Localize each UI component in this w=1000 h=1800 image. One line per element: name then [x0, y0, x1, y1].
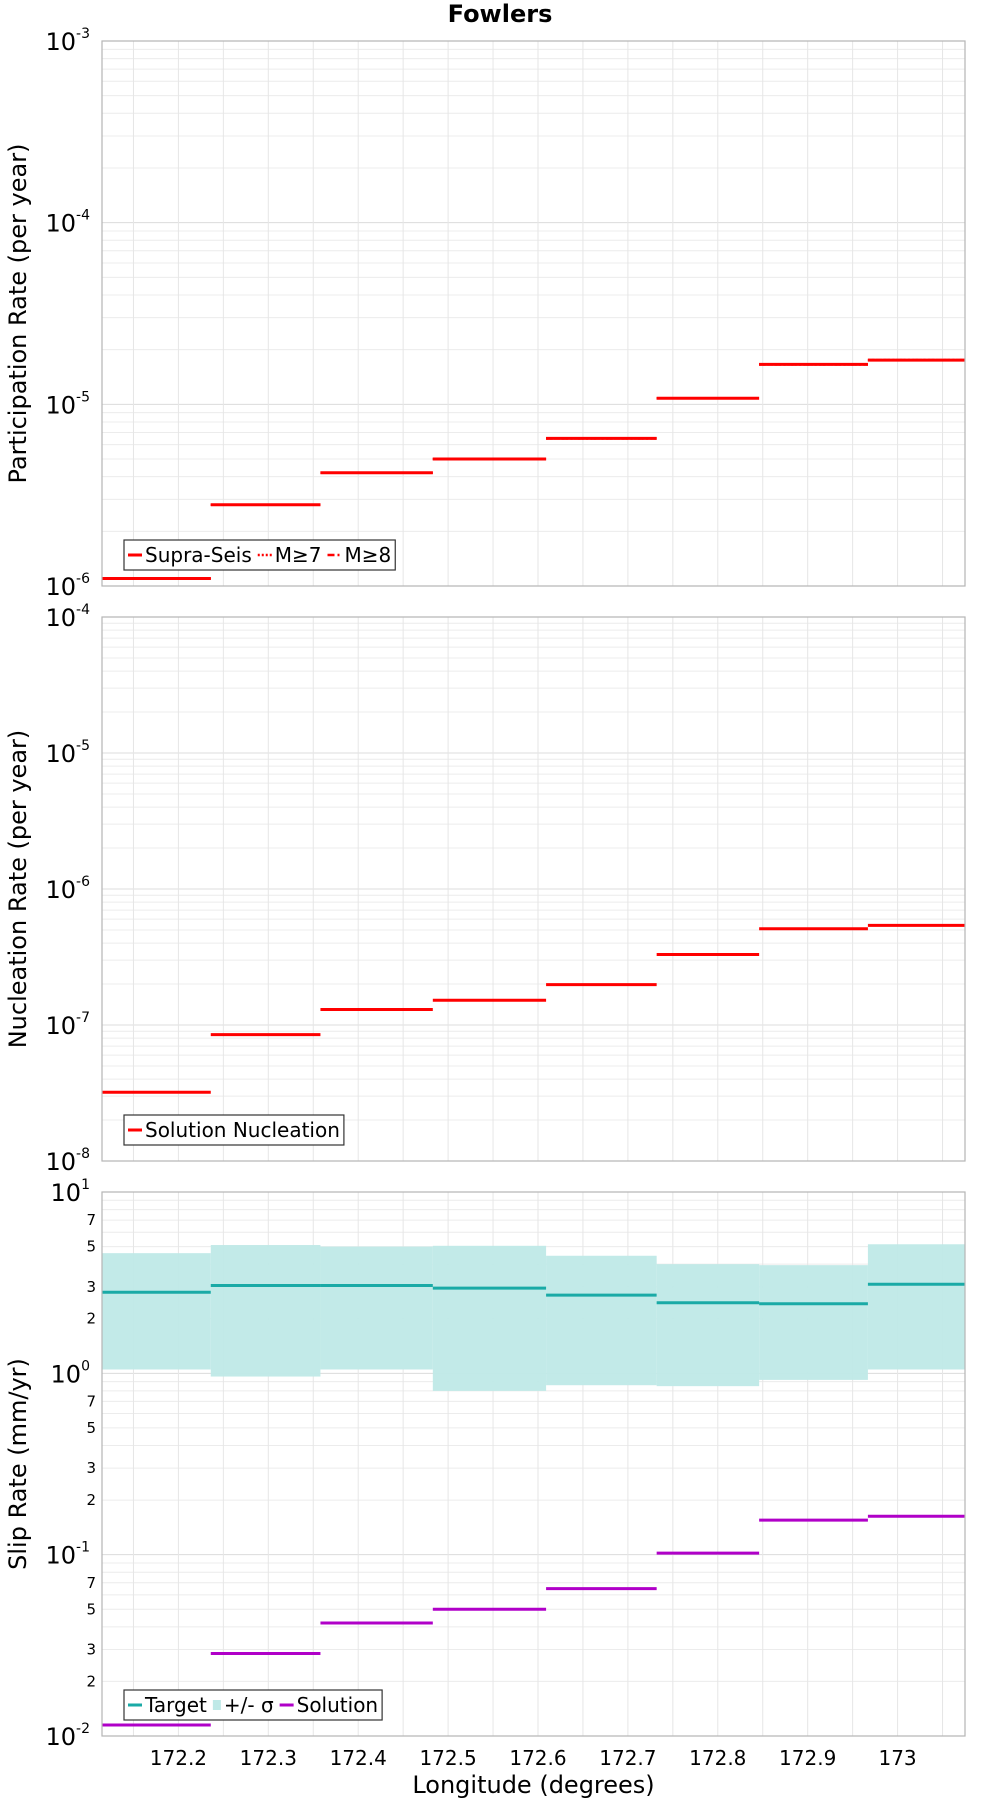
- y-minor-tick-label: 5: [86, 1238, 96, 1256]
- y-tick-label: 100: [51, 1358, 90, 1388]
- y-minor-tick-label: 2: [86, 1310, 96, 1328]
- y-minor-tick-label: 5: [86, 1600, 96, 1618]
- chart-panel-3: 10-2 10-1 100 101 2 3 5 7 2 3 5 7 2 3 5 7 Slip Rate (mm/…: [4, 1177, 966, 1799]
- y-tick-label: 10-4: [45, 602, 90, 632]
- band-segment: [867, 1244, 965, 1370]
- legend-label: +/- σ: [224, 1693, 274, 1717]
- x-tick-label: 173: [878, 1746, 916, 1770]
- y-minor-tick-label: 3: [86, 1640, 96, 1658]
- chart-panels: 10-6 10-5 10-4 10-3 Participation Rate (per …: [4, 26, 966, 1799]
- band-segment: [432, 1245, 547, 1391]
- x-tick-label: 172.2: [150, 1746, 207, 1770]
- y-minor-tick-label: 5: [86, 1419, 96, 1437]
- chart-panel-2: 10-8 10-7 10-6 10-5 10-4 Nucleation Rate (per…: [4, 602, 966, 1176]
- chart-panel-1: 10-6 10-5 10-4 10-3 Participation Rate (per …: [4, 26, 966, 601]
- x-tick-label: 172.3: [240, 1746, 297, 1770]
- y-tick-label: 10-2: [45, 1721, 90, 1751]
- y-minor-tick-label: 7: [86, 1574, 96, 1592]
- legend: Target +/- σ Solution: [123, 1689, 383, 1721]
- y-tick-label: 10-7: [45, 1010, 90, 1040]
- plot-area: [102, 41, 965, 586]
- legend-label: M≥8: [345, 543, 392, 567]
- band-segment: [759, 1265, 868, 1380]
- plot-frame: [101, 1191, 966, 1737]
- x-tick-label: 172.7: [599, 1746, 656, 1770]
- legend: Supra-Seis M≥7 M≥8: [123, 539, 396, 571]
- legend-label: Target: [144, 1693, 207, 1717]
- y-minor-tick-label: 7: [86, 1392, 96, 1410]
- y-axis-label: Participation Rate (per year): [4, 144, 32, 484]
- y-tick-label: 10-1: [45, 1540, 90, 1570]
- band-segment: [210, 1245, 321, 1377]
- band-segment: [320, 1246, 433, 1370]
- y-tick-label: 10-5: [45, 738, 90, 768]
- x-tick-label: 172.5: [419, 1746, 476, 1770]
- legend-label: Solution Nucleation: [145, 1118, 340, 1142]
- y-minor-tick-label: 7: [86, 1211, 96, 1229]
- legend-swatch: [212, 1700, 221, 1710]
- y-minor-tick-label: 3: [86, 1278, 96, 1296]
- y-tick-label: 10-3: [45, 26, 90, 56]
- x-tick-label: 172.8: [689, 1746, 746, 1770]
- x-tick-label: 172.6: [509, 1746, 566, 1770]
- band-segment: [656, 1264, 760, 1387]
- y-tick-label: 10-6: [45, 874, 90, 904]
- plot-frame: [101, 40, 966, 587]
- y-tick-label: 10-8: [45, 1146, 90, 1176]
- band-segment: [102, 1253, 211, 1370]
- y-axis-label: Nucleation Rate (per year): [4, 730, 32, 1049]
- figure-title: Fowlers: [448, 0, 553, 28]
- legend-label: M≥7: [275, 543, 322, 567]
- y-tick-label: 10-6: [45, 571, 90, 601]
- band-segment: [546, 1255, 657, 1386]
- legend-frame: [123, 1114, 345, 1146]
- y-minor-tick-label: 2: [86, 1672, 96, 1690]
- x-tick-label: 172.4: [330, 1746, 387, 1770]
- y-tick-label: 101: [51, 1177, 90, 1207]
- x-axis-label: Longitude (degrees): [412, 1771, 654, 1799]
- legend-frame: [123, 1689, 383, 1721]
- x-tick-label: 172.9: [779, 1746, 836, 1770]
- y-axis-label: Slip Rate (mm/yr): [4, 1358, 32, 1570]
- plot-frame: [101, 616, 966, 1162]
- legend-label: Solution: [297, 1693, 378, 1717]
- legend-label: Supra-Seis: [145, 543, 252, 567]
- y-minor-tick-label: 3: [86, 1459, 96, 1477]
- y-tick-label: 10-4: [45, 208, 90, 238]
- legend: Solution Nucleation: [123, 1114, 345, 1146]
- y-tick-label: 10-5: [45, 389, 90, 419]
- y-minor-tick-label: 2: [86, 1491, 96, 1509]
